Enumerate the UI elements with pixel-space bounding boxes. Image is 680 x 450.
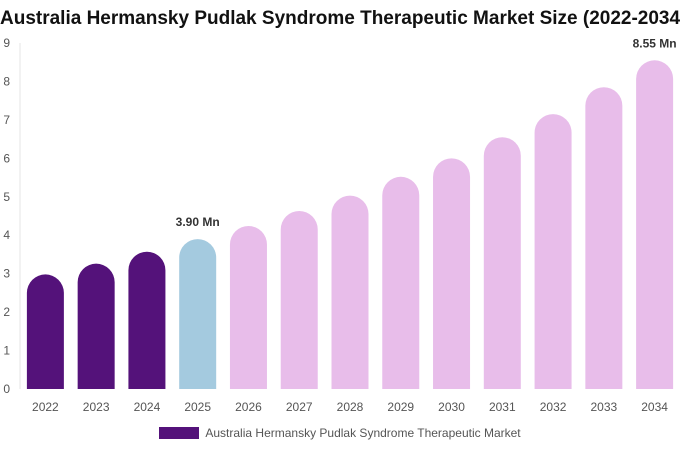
x-tick-label: 2033 [590, 400, 617, 414]
data-label-2034: 8.55 Mn [633, 36, 677, 50]
bar-2024 [128, 251, 166, 389]
y-tick-label: 1 [3, 344, 10, 358]
y-tick-label: 4 [3, 228, 10, 242]
y-tick-label: 7 [3, 113, 10, 127]
bar-2033 [585, 87, 623, 389]
y-tick-label: 3 [3, 267, 10, 281]
bar-2022 [26, 274, 64, 389]
x-tick-label: 2030 [438, 400, 465, 414]
bar-2034 [636, 60, 674, 390]
x-tick-label: 2032 [540, 400, 567, 414]
x-tick-label: 2025 [184, 400, 211, 414]
bar-2023 [77, 263, 115, 389]
x-tick-label: 2027 [286, 400, 313, 414]
bar-2028 [331, 195, 369, 389]
x-tick-label: 2026 [235, 400, 262, 414]
bar-2027 [280, 211, 318, 389]
x-tick-label: 2023 [83, 400, 110, 414]
legend: Australia Hermansky Pudlak Syndrome Ther… [0, 426, 680, 440]
bar-2026 [229, 225, 267, 389]
x-tick-label: 2034 [641, 400, 668, 414]
bar-2025 [179, 239, 217, 389]
bar-2032 [534, 114, 572, 389]
y-tick-label: 5 [3, 190, 10, 204]
y-tick-label: 6 [3, 151, 10, 165]
data-label-2025: 3.90 Mn [176, 215, 220, 229]
bar-2029 [382, 176, 420, 389]
x-tick-label: 2028 [337, 400, 364, 414]
legend-label: Australia Hermansky Pudlak Syndrome Ther… [205, 426, 521, 440]
y-tick-label: 0 [3, 382, 10, 396]
x-axis: 2022 2023 2024 2025 2026 2027 2028 2029 2030 2031… [32, 400, 668, 414]
x-tick-label: 2022 [32, 400, 59, 414]
legend-swatch [159, 427, 200, 439]
y-tick-label: 2 [3, 305, 10, 319]
y-tick-label: 8 [3, 74, 10, 88]
bars [26, 60, 674, 390]
x-tick-label: 2029 [387, 400, 414, 414]
bar-2030 [433, 158, 471, 389]
y-tick-label: 9 [3, 36, 10, 50]
chart-title: Australia Hermansky Pudlak Syndrome Ther… [0, 8, 680, 29]
data-labels: 3.90 Mn 8.55 Mn [176, 36, 677, 229]
x-tick-label: 2031 [489, 400, 516, 414]
y-axis: 0 1 2 3 4 5 6 7 8 9 [3, 36, 21, 396]
x-tick-label: 2024 [134, 400, 161, 414]
bar-2031 [483, 137, 521, 389]
